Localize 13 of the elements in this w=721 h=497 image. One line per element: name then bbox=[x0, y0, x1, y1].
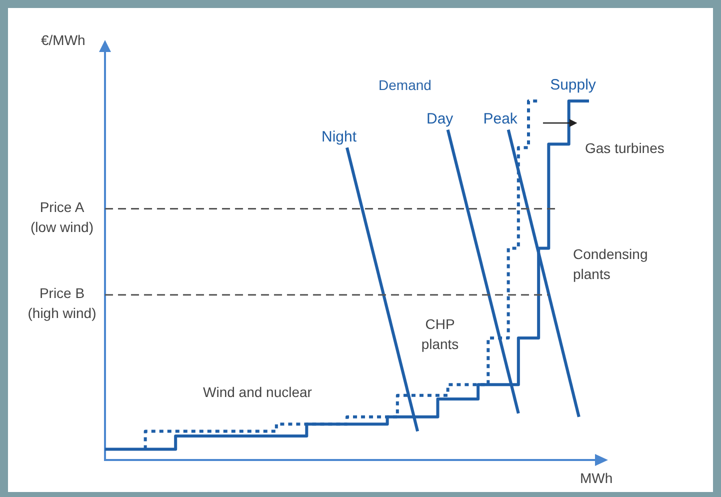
annotation: Wind and nuclear bbox=[203, 383, 313, 402]
series-label: Night bbox=[321, 128, 358, 146]
series-label: Supply bbox=[550, 76, 596, 94]
series-label: Peak bbox=[483, 110, 518, 128]
annotation: Gas turbines bbox=[585, 139, 666, 158]
annotation: CHP plants bbox=[420, 315, 460, 354]
series-label: Day bbox=[426, 110, 454, 128]
annotation: Condensing plants bbox=[573, 245, 649, 284]
x-axis-title: MWh bbox=[580, 469, 613, 488]
y-axis-title: €/MWh bbox=[41, 31, 86, 50]
ref-line-label: Price A (low wind) bbox=[29, 198, 94, 237]
text: Demand bbox=[378, 76, 432, 95]
ref-line-label: Price B (high wind) bbox=[26, 284, 98, 323]
